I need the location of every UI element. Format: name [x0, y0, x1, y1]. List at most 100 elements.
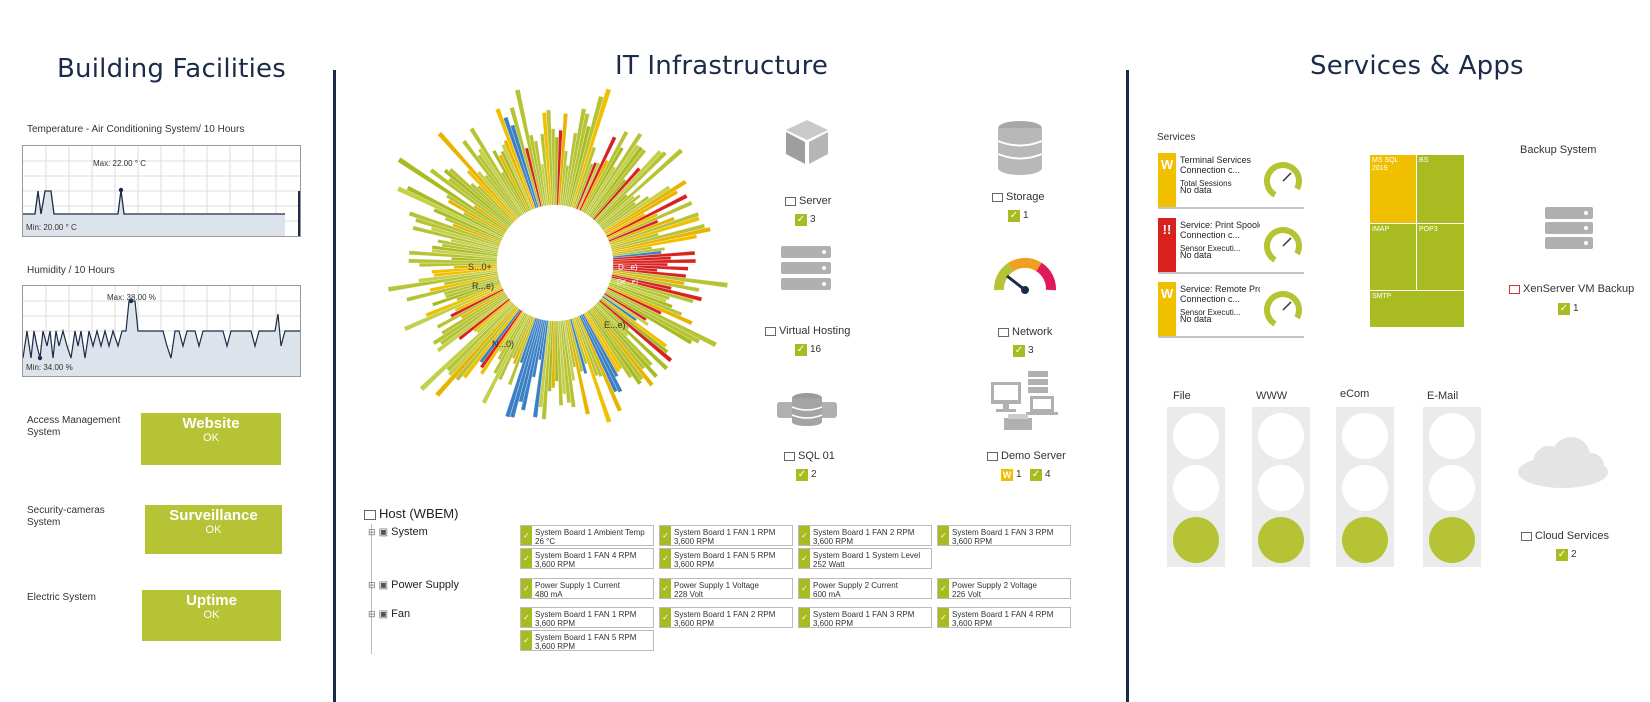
sunburst-segment[interactable] — [528, 134, 546, 207]
sunburst-segment[interactable] — [611, 234, 698, 254]
sunburst-segment[interactable] — [610, 279, 671, 301]
sunburst-segment[interactable] — [610, 277, 694, 304]
tree-group-power-supply[interactable]: ⊟ ▣ Power Supply — [368, 579, 459, 591]
sunburst-segment[interactable] — [408, 258, 498, 264]
sunburst-segment[interactable] — [604, 291, 693, 345]
sunburst-segment[interactable] — [509, 106, 541, 208]
sunburst-segment[interactable] — [440, 292, 507, 336]
sunburst-segment[interactable] — [533, 140, 547, 206]
sunburst-segment[interactable] — [572, 317, 612, 424]
virtual-hosting-label[interactable]: Virtual Hosting — [765, 325, 850, 337]
sensor-tile[interactable]: ✓ System Board 1 FAN 2 RPM 3,600 RPM — [659, 607, 793, 628]
treemap-imap[interactable]: IMAP — [1370, 224, 1416, 290]
server-label[interactable]: Server — [785, 195, 831, 207]
treemap-pop3[interactable]: POP3 — [1417, 224, 1464, 290]
treemap-smtp[interactable]: SMTP — [1370, 291, 1464, 327]
sunburst-segment[interactable] — [612, 258, 696, 264]
sensor-tile[interactable]: ✓ System Board 1 FAN 1 RPM 3,600 RPM — [659, 525, 793, 546]
cloud-services-device[interactable] — [1515, 436, 1611, 495]
backup-server[interactable] — [1544, 206, 1594, 255]
light-label-email: E-Mail — [1427, 390, 1459, 402]
sensor-tile[interactable]: ✓ System Board 1 System Level 252 Watt — [798, 548, 932, 569]
sunburst-segment[interactable] — [583, 146, 625, 214]
sunburst-segment[interactable] — [387, 271, 498, 292]
tree-group-fan[interactable]: ⊟ ▣ Fan — [368, 608, 410, 620]
sunburst-segment[interactable] — [546, 109, 554, 206]
traffic-light-ecom[interactable] — [1336, 407, 1394, 567]
sunburst-segment[interactable] — [604, 189, 679, 235]
sensor-tile[interactable]: ✓ System Board 1 FAN 4 RPM 3,600 RPM — [937, 607, 1071, 628]
traffic-light-www[interactable] — [1252, 407, 1310, 567]
sunburst-segment[interactable] — [569, 318, 588, 375]
sunburst-segment[interactable] — [603, 179, 688, 234]
sunburst-segment[interactable] — [556, 320, 564, 406]
sunburst-segment[interactable] — [586, 310, 633, 379]
sensor-tile[interactable]: ✓ System Board 1 FAN 3 RPM 3,600 RPM — [798, 607, 932, 628]
service-remote-procedure[interactable]: W Service: Remote Procedu...Connection c… — [1158, 282, 1304, 338]
sensor-name: System Board 1 FAN 3 RPM — [813, 610, 915, 619]
sensor-tile[interactable]: ✓ System Board 1 Ambient Temp 26 °C — [520, 525, 654, 546]
website-tile[interactable]: Website OK — [141, 413, 281, 465]
sensor-tile[interactable]: ✓ Power Supply 1 Voltage 228 Volt — [659, 578, 793, 599]
sunburst-segment[interactable] — [491, 149, 529, 213]
cloud-services-label[interactable]: Cloud Services — [1521, 530, 1609, 542]
temperature-chart[interactable]: Max: 22.00 ° C Min: 20.00 ° C — [22, 145, 301, 237]
sensor-tile[interactable]: ✓ System Board 1 FAN 4 RPM 3,600 RPM — [520, 548, 654, 569]
uptime-tile[interactable]: Uptime OK — [142, 590, 281, 641]
lamp-yellow — [1429, 465, 1475, 511]
sensor-tile[interactable]: ✓ System Board 1 FAN 5 RPM 3,600 RPM — [659, 548, 793, 569]
sunburst-chart[interactable]: D...e) De...e) R...e) S...0+ N...0) E...… — [360, 85, 745, 445]
sensor-tile[interactable]: ✓ System Board 1 FAN 3 RPM 3,600 RPM — [937, 525, 1071, 546]
sunburst-segment[interactable] — [610, 216, 700, 247]
demo-server-label[interactable]: Demo Server — [987, 450, 1066, 462]
service-terminal[interactable]: W Terminal Services Connection c... Total … — [1158, 153, 1304, 209]
storage-device[interactable] — [995, 120, 1045, 181]
sensor-tile[interactable]: ✓ Power Supply 1 Current 480 mA — [520, 578, 654, 599]
network-device[interactable] — [993, 250, 1057, 303]
treemap-bs[interactable]: BS — [1417, 155, 1464, 223]
tree-group-system[interactable]: ⊟ ▣ System — [368, 526, 428, 538]
services-treemap[interactable]: MS SQL 2019 BS IMAP POP3 SMTP — [1370, 155, 1464, 327]
collapse-icon: ⊟ — [368, 609, 376, 619]
host-wbem-title[interactable]: Host (WBEM) — [364, 506, 458, 521]
sunburst-segment[interactable] — [609, 211, 700, 246]
sql-label[interactable]: SQL 01 — [784, 450, 835, 462]
sensor-tile[interactable]: ✓ Power Supply 2 Voltage 226 Volt — [937, 578, 1071, 599]
sunburst-segment[interactable] — [571, 88, 612, 208]
sunburst-segment[interactable] — [586, 132, 643, 216]
sunburst-segment[interactable] — [551, 128, 556, 206]
sunburst-segment[interactable] — [602, 294, 650, 327]
sunburst-segment[interactable] — [408, 250, 498, 260]
sunburst-segment[interactable] — [505, 318, 539, 418]
virtual-hosting-device[interactable] — [780, 245, 832, 296]
cloud-services-status: ✓ 2 — [1556, 546, 1577, 564]
traffic-light-file[interactable] — [1167, 407, 1225, 567]
humidity-chart[interactable]: Max: 38.00 % Min: 34.00 % — [22, 285, 301, 377]
sunburst-segment[interactable] — [497, 312, 527, 361]
sensor-tile[interactable]: ✓ System Board 1 FAN 1 RPM 3,600 RPM — [520, 607, 654, 628]
traffic-light-email[interactable] — [1423, 407, 1481, 567]
demo-server-device[interactable] — [990, 370, 1060, 439]
sunburst-segment[interactable] — [541, 320, 552, 420]
sql-device[interactable] — [776, 392, 838, 431]
surveillance-tile[interactable]: Surveillance OK — [145, 505, 282, 554]
service-sub: Connection c... — [1180, 294, 1241, 304]
treemap-ms-sql[interactable]: MS SQL 2019 — [1370, 155, 1416, 223]
sunburst-segment[interactable] — [479, 310, 524, 376]
sensor-tile[interactable]: ✓ Power Supply 2 Current 600 mA — [798, 578, 932, 599]
sensor-tile[interactable]: ✓ System Board 1 FAN 5 RPM 3,600 RPM — [520, 630, 654, 651]
sunburst-segment[interactable] — [503, 116, 538, 209]
sunburst-segment[interactable] — [397, 157, 508, 232]
sunburst-segment[interactable] — [431, 280, 501, 307]
storage-label[interactable]: Storage — [992, 191, 1045, 203]
sensor-tile[interactable]: ✓ System Board 1 FAN 2 RPM 3,600 RPM — [798, 525, 932, 546]
xenserver-backup-label[interactable]: XenServer VM Backup — [1509, 283, 1634, 295]
sunburst-segment[interactable] — [558, 113, 568, 206]
sunburst-segment[interactable] — [469, 127, 526, 215]
server-device[interactable] — [782, 118, 832, 171]
sunburst-segment[interactable] — [432, 294, 508, 346]
sunburst-segment[interactable] — [607, 285, 693, 326]
service-print-spooler[interactable]: !! Service: Print Spooler Connection c...… — [1158, 218, 1304, 274]
network-label[interactable]: Network — [998, 326, 1052, 338]
sunburst-segment[interactable] — [436, 289, 505, 330]
